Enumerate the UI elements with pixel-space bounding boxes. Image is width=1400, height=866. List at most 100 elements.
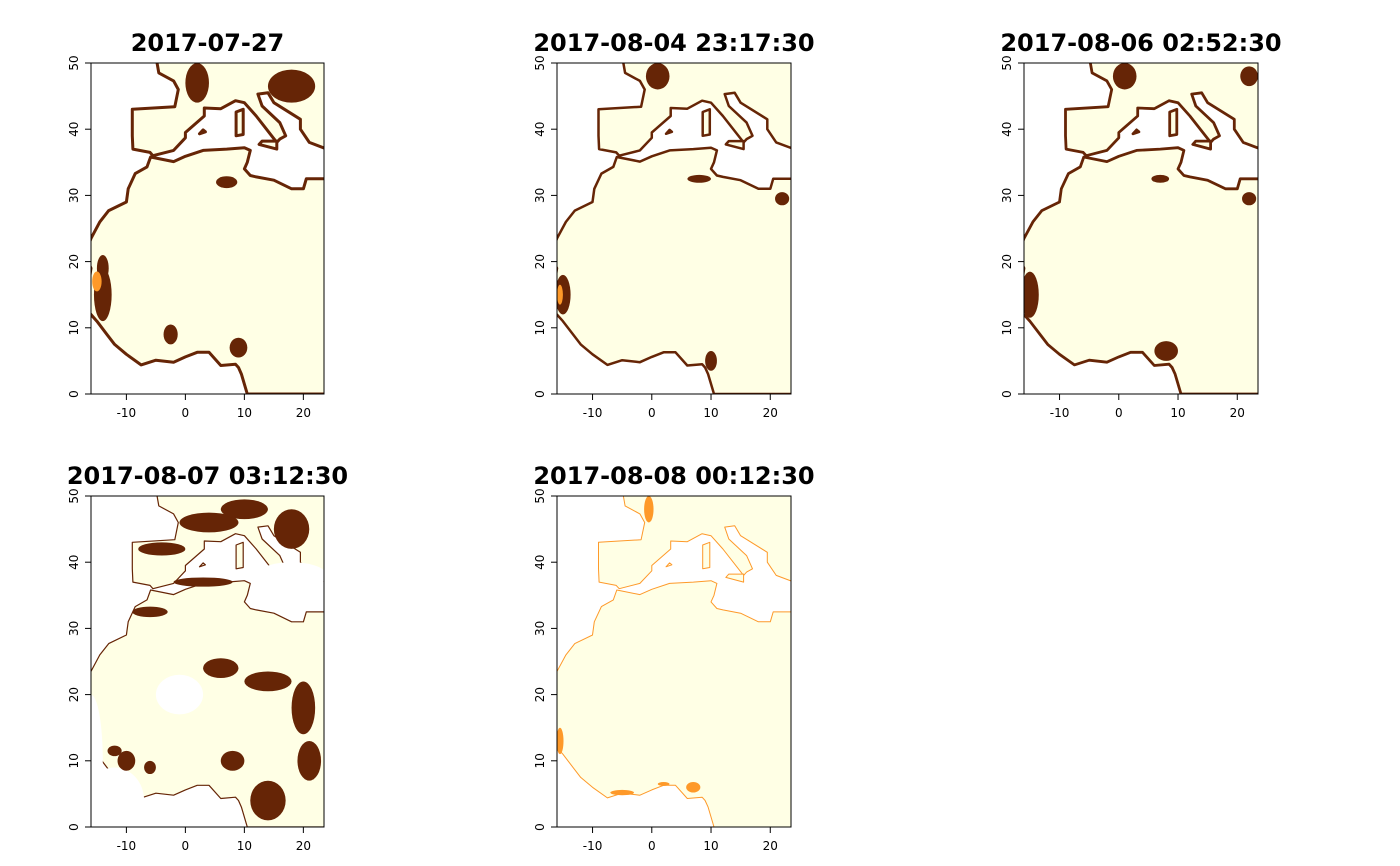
x-tick-label: 20 (1230, 406, 1245, 420)
land-africa (91, 146, 324, 394)
raster-cluster (267, 69, 316, 103)
x-tick-label: 0 (182, 839, 190, 853)
x-tick-label: 0 (1115, 406, 1123, 420)
y-tick-label: 30 (67, 188, 81, 203)
raster-cluster (132, 606, 168, 618)
raster-cluster (291, 681, 316, 735)
land-island (702, 541, 711, 570)
x-tick-label: 0 (182, 406, 190, 420)
y-tick-label: 50 (1000, 55, 1014, 70)
raster-cluster (163, 324, 178, 345)
y-tick-label: 40 (533, 555, 547, 570)
y-tick-label: 50 (67, 488, 81, 503)
y-tick-label: 20 (67, 254, 81, 269)
y-tick-label: 30 (533, 621, 547, 636)
y-tick-label: 50 (67, 55, 81, 70)
x-tick-label: 20 (296, 406, 311, 420)
map-panel-4: 2017-08-07 03:12:30 -10 0 10 20 0 10 20 30 40 50 (67, 462, 348, 853)
y-tick-label: 10 (533, 753, 547, 768)
y-tick-label: 0 (67, 823, 81, 831)
raster-cluster (107, 745, 122, 757)
plot-frame (90, 495, 325, 828)
y-tick-label: 10 (1000, 320, 1014, 335)
land-africa (557, 146, 791, 394)
raster-cluster (610, 789, 634, 796)
raster-layer (557, 63, 791, 394)
na-region (256, 562, 324, 589)
x-tick-label: 10 (1170, 406, 1185, 420)
plot-frame (90, 62, 325, 395)
raster-cluster (173, 577, 233, 587)
raster-cluster (216, 176, 238, 189)
land-island (1191, 139, 1212, 151)
y-tick-label: 10 (67, 753, 81, 768)
land-africa (557, 580, 791, 827)
panel-title: 2017-08-04 23:17:30 (533, 29, 814, 57)
y-tick-label: 10 (533, 320, 547, 335)
raster-cluster (138, 542, 186, 556)
land-island (725, 573, 745, 583)
land-island (664, 128, 674, 136)
x-tick-label: 0 (648, 406, 656, 420)
land-island (234, 107, 245, 138)
raster-cluster (1024, 271, 1039, 318)
x-tick-label: 20 (763, 406, 778, 420)
y-tick-label: 0 (533, 823, 547, 831)
na-region (91, 694, 103, 827)
raster-cluster (1151, 174, 1170, 183)
y-tick-label: 20 (533, 254, 547, 269)
x-tick-label: 10 (237, 406, 252, 420)
raster-cluster (686, 782, 701, 793)
raster-cluster (185, 63, 209, 103)
plot-frame (1023, 62, 1259, 395)
y-tick-label: 0 (67, 390, 81, 398)
raster-cluster (557, 284, 563, 305)
raster-cluster (557, 274, 571, 315)
na-region (91, 767, 145, 827)
x-tick-label: 10 (703, 839, 718, 853)
y-tick-label: 20 (67, 687, 81, 702)
raster-cluster (1154, 341, 1178, 361)
map-panel-5: 2017-08-08 00:12:30 -10 0 10 20 0 10 20 30 40 50 (533, 462, 815, 853)
map-panel-1: 2017-07-27 -10 0 10 20 0 10 20 30 40 50 (67, 29, 325, 420)
land-island (235, 541, 244, 570)
y-tick-label: 20 (533, 687, 547, 702)
raster-cluster (687, 174, 711, 183)
map-panel-3: 2017-08-06 02:52:30 -10 0 10 20 0 10 20 30 40 50 (1000, 29, 1282, 420)
raster-cluster (179, 512, 239, 533)
x-tick-label: -10 (583, 406, 603, 420)
plot-frame (556, 495, 792, 828)
raster-cluster (644, 496, 654, 523)
y-tick-label: 20 (1000, 254, 1014, 269)
raster-cluster (1112, 63, 1137, 90)
raster-cluster (92, 271, 102, 292)
raster-layer (557, 496, 791, 827)
raster-cluster (117, 750, 136, 771)
land-europe (597, 63, 791, 157)
raster-layer (91, 496, 324, 827)
y-tick-label: 50 (533, 488, 547, 503)
raster-cluster (557, 727, 564, 755)
y-tick-label: 30 (67, 621, 81, 636)
land-island (257, 139, 279, 151)
land-island (1131, 128, 1141, 136)
panel-title: 2017-08-08 00:12:30 (533, 462, 814, 490)
y-tick-label: 0 (533, 390, 547, 398)
x-tick-label: 20 (296, 839, 311, 853)
y-tick-label: 30 (1000, 188, 1014, 203)
y-tick-label: 0 (1000, 390, 1014, 398)
land-island (665, 562, 673, 568)
map-panel-2: 2017-08-04 23:17:30 -10 0 10 20 0 10 20 30 40 50 (533, 29, 815, 420)
x-tick-label: -10 (1050, 406, 1070, 420)
raster-cluster (144, 760, 156, 775)
raster-cluster (1240, 66, 1258, 87)
raster-cluster (645, 63, 670, 90)
x-tick-label: -10 (583, 839, 603, 853)
x-tick-label: -10 (117, 406, 137, 420)
land-europe (1064, 63, 1258, 158)
raster-cluster (244, 671, 292, 692)
raster-cluster (250, 780, 286, 821)
land-island (198, 562, 206, 568)
x-tick-label: 20 (763, 839, 778, 853)
